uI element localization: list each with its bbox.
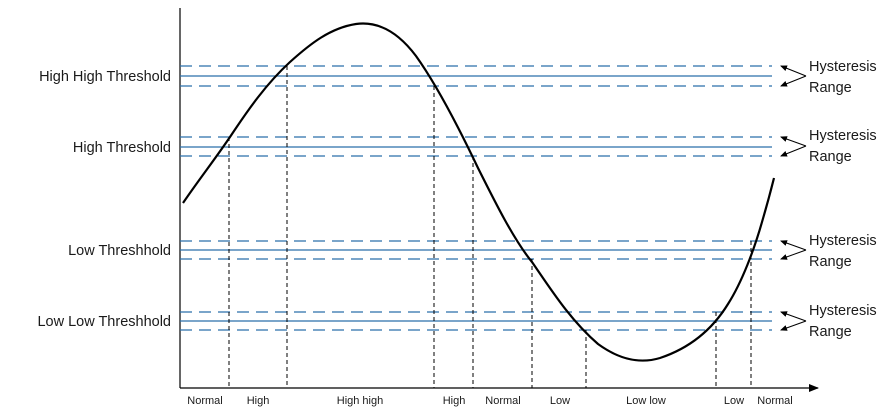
callout-arrow [780, 311, 807, 322]
transition-markers [228, 66, 752, 388]
region-label: Low [724, 395, 744, 407]
region-label: Normal [485, 395, 520, 407]
region-label: High [443, 395, 466, 407]
hysteresis-callout-high-high: Hysteresis Range [780, 59, 877, 96]
threshold-label-high: High Threshold [73, 140, 171, 156]
hysteresis-callout-high: Hysteresis Range [780, 128, 877, 165]
callout-arrow [780, 65, 807, 77]
region-label: High high [337, 395, 383, 407]
callout-arrow [780, 320, 807, 331]
hysteresis-label: Hysteresis [809, 128, 877, 144]
range-label: Range [809, 80, 852, 96]
callout-arrow [780, 249, 807, 260]
threshold-label-high-high: High High Threshold [39, 69, 171, 85]
region-labels: Normal High High high High Normal Low Lo… [187, 395, 792, 407]
region-label: Low [550, 395, 570, 407]
region-label: Normal [187, 395, 222, 407]
threshold-band-low [180, 240, 772, 260]
region-label: Low low [626, 395, 666, 407]
threshold-label-low: Low Threshhold [68, 243, 171, 259]
callout-arrow [780, 136, 807, 147]
range-label: Range [809, 254, 852, 270]
region-label: High [247, 395, 270, 407]
region-label: Normal [757, 395, 792, 407]
hysteresis-label: Hysteresis [809, 59, 877, 75]
callout-arrow [780, 240, 807, 251]
range-label: Range [809, 324, 852, 340]
threshold-band-high-high [180, 65, 772, 87]
hysteresis-callout-low: Hysteresis Range [780, 233, 877, 270]
threshold-band-high [180, 136, 772, 157]
hysteresis-callout-low-low: Hysteresis Range [780, 303, 877, 340]
callout-arrow [780, 75, 807, 87]
hysteresis-label: Hysteresis [809, 303, 877, 319]
range-label: Range [809, 149, 852, 165]
threshold-label-low-low: Low Low Threshhold [37, 314, 171, 330]
callout-arrow [780, 145, 807, 157]
threshold-band-low-low [180, 311, 772, 331]
signal-curve [182, 22, 776, 362]
hysteresis-label: Hysteresis [809, 233, 877, 249]
